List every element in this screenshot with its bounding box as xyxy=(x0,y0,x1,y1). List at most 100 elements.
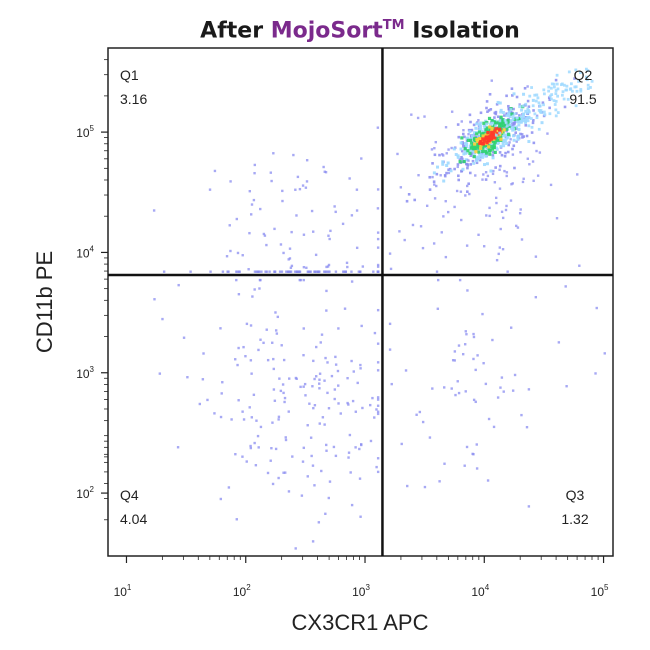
density-point xyxy=(574,68,578,72)
event-dot xyxy=(285,270,288,273)
event-dot xyxy=(464,330,467,333)
event-dot xyxy=(257,348,260,352)
event-dot xyxy=(458,278,462,282)
event-dot xyxy=(305,159,309,162)
event-dot xyxy=(555,217,559,220)
density-point xyxy=(445,171,448,175)
density-point xyxy=(522,135,525,138)
event-dot xyxy=(403,238,406,242)
event-dot xyxy=(447,171,451,175)
density-point xyxy=(506,119,510,123)
event-dot xyxy=(253,288,256,291)
event-dot xyxy=(327,407,331,410)
density-point xyxy=(502,126,505,130)
event-dot xyxy=(262,232,266,236)
event-dot xyxy=(474,174,477,177)
event-dot xyxy=(287,410,290,413)
event-dot xyxy=(388,348,392,351)
density-point xyxy=(442,179,446,183)
event-dot xyxy=(318,270,321,273)
density-point xyxy=(441,160,445,164)
event-dot xyxy=(361,406,364,410)
density-point xyxy=(532,109,535,112)
density-point xyxy=(509,119,513,123)
density-point xyxy=(560,93,564,97)
event-dot xyxy=(323,270,326,273)
event-dot xyxy=(421,420,425,424)
density-point xyxy=(510,112,514,116)
density-point xyxy=(539,111,543,114)
density-point xyxy=(432,180,436,184)
event-dot xyxy=(546,132,549,135)
density-point xyxy=(495,147,499,151)
event-dot xyxy=(302,278,305,282)
event-dot xyxy=(509,199,513,202)
density-point xyxy=(464,148,468,152)
event-dot xyxy=(337,384,340,387)
density-point xyxy=(511,147,514,151)
y-tick-label: 104 xyxy=(76,244,94,260)
density-point xyxy=(474,126,478,130)
density-point xyxy=(428,175,432,179)
event-dot xyxy=(444,126,448,129)
event-dot xyxy=(306,424,309,427)
event-dot xyxy=(371,396,374,400)
event-dot xyxy=(298,278,301,282)
density-point xyxy=(505,129,508,133)
event-dot xyxy=(511,153,515,156)
density-point xyxy=(552,82,556,86)
density-point xyxy=(489,169,493,173)
density-point xyxy=(547,85,551,89)
event-dot xyxy=(326,265,330,268)
event-dot xyxy=(347,403,350,406)
density-point xyxy=(538,104,542,108)
density-point xyxy=(505,124,509,128)
event-dot xyxy=(376,270,380,273)
event-dot xyxy=(501,247,505,251)
density-point xyxy=(475,122,479,126)
event-dot xyxy=(234,358,237,361)
event-dot xyxy=(468,192,471,196)
event-dot xyxy=(318,382,321,385)
event-dot xyxy=(189,270,192,273)
event-dot xyxy=(213,169,217,173)
density-point xyxy=(479,111,483,115)
event-dot xyxy=(266,358,270,362)
event-dot xyxy=(350,359,353,363)
density-point xyxy=(525,111,529,115)
event-dot xyxy=(578,264,581,267)
quadrant-name: Q2 xyxy=(574,67,593,83)
event-dot xyxy=(376,237,380,241)
density-point xyxy=(524,102,528,106)
event-dot xyxy=(313,404,317,407)
event-dot xyxy=(227,486,231,489)
event-dot xyxy=(230,418,233,421)
event-dot xyxy=(462,129,465,132)
event-dot xyxy=(259,207,262,211)
event-dot xyxy=(348,177,351,180)
event-dot xyxy=(302,353,305,357)
density-point xyxy=(547,89,551,93)
density-point xyxy=(573,77,576,80)
quadrant-percentage: 1.32 xyxy=(561,511,588,527)
density-point xyxy=(562,83,566,87)
density-point xyxy=(531,98,535,102)
density-point xyxy=(491,121,495,125)
event-dot xyxy=(503,169,506,173)
density-point xyxy=(525,116,529,120)
density-point xyxy=(484,149,488,153)
event-dot xyxy=(461,352,465,356)
density-point xyxy=(499,137,503,141)
density-point xyxy=(475,132,479,136)
density-point xyxy=(506,121,510,125)
event-dot xyxy=(259,425,263,429)
event-dot xyxy=(334,355,337,359)
event-dot xyxy=(273,399,277,402)
density-point xyxy=(502,144,506,148)
x-axis-title: CX3CR1 APC xyxy=(292,610,429,635)
event-dot xyxy=(273,227,276,231)
density-point xyxy=(577,80,580,83)
density-point xyxy=(492,145,496,150)
event-dot xyxy=(283,396,287,400)
event-dot xyxy=(315,345,318,349)
